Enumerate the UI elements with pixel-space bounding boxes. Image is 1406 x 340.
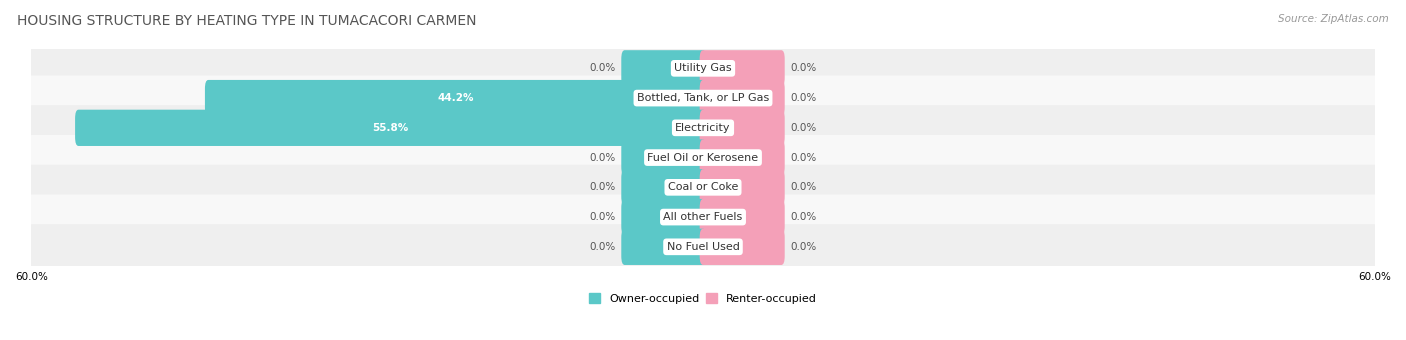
Text: 0.0%: 0.0% xyxy=(589,153,616,163)
Text: Utility Gas: Utility Gas xyxy=(675,63,731,73)
Text: Bottled, Tank, or LP Gas: Bottled, Tank, or LP Gas xyxy=(637,93,769,103)
FancyBboxPatch shape xyxy=(28,165,1378,210)
FancyBboxPatch shape xyxy=(700,199,785,235)
Text: 44.2%: 44.2% xyxy=(437,93,474,103)
Text: 0.0%: 0.0% xyxy=(790,242,817,252)
FancyBboxPatch shape xyxy=(621,229,706,265)
Text: 55.8%: 55.8% xyxy=(373,123,409,133)
Text: 0.0%: 0.0% xyxy=(589,212,616,222)
FancyBboxPatch shape xyxy=(700,110,785,146)
Text: 0.0%: 0.0% xyxy=(790,93,817,103)
FancyBboxPatch shape xyxy=(700,80,785,116)
FancyBboxPatch shape xyxy=(28,75,1378,121)
Text: 0.0%: 0.0% xyxy=(790,182,817,192)
FancyBboxPatch shape xyxy=(75,110,706,146)
Text: 0.0%: 0.0% xyxy=(790,153,817,163)
FancyBboxPatch shape xyxy=(621,169,706,205)
FancyBboxPatch shape xyxy=(205,80,706,116)
FancyBboxPatch shape xyxy=(28,224,1378,269)
Text: Source: ZipAtlas.com: Source: ZipAtlas.com xyxy=(1278,14,1389,23)
FancyBboxPatch shape xyxy=(621,199,706,235)
FancyBboxPatch shape xyxy=(700,50,785,86)
Text: All other Fuels: All other Fuels xyxy=(664,212,742,222)
FancyBboxPatch shape xyxy=(28,46,1378,91)
FancyBboxPatch shape xyxy=(700,169,785,205)
Text: 0.0%: 0.0% xyxy=(589,242,616,252)
Text: Coal or Coke: Coal or Coke xyxy=(668,182,738,192)
FancyBboxPatch shape xyxy=(621,139,706,176)
FancyBboxPatch shape xyxy=(621,50,706,86)
Text: Fuel Oil or Kerosene: Fuel Oil or Kerosene xyxy=(647,153,759,163)
Text: 0.0%: 0.0% xyxy=(790,123,817,133)
Text: 0.0%: 0.0% xyxy=(589,63,616,73)
Text: 0.0%: 0.0% xyxy=(589,182,616,192)
Text: Electricity: Electricity xyxy=(675,123,731,133)
FancyBboxPatch shape xyxy=(28,105,1378,150)
FancyBboxPatch shape xyxy=(28,194,1378,240)
FancyBboxPatch shape xyxy=(700,139,785,176)
Text: 0.0%: 0.0% xyxy=(790,212,817,222)
FancyBboxPatch shape xyxy=(28,135,1378,180)
FancyBboxPatch shape xyxy=(700,229,785,265)
Text: 0.0%: 0.0% xyxy=(790,63,817,73)
Text: HOUSING STRUCTURE BY HEATING TYPE IN TUMACACORI CARMEN: HOUSING STRUCTURE BY HEATING TYPE IN TUM… xyxy=(17,14,477,28)
Text: No Fuel Used: No Fuel Used xyxy=(666,242,740,252)
Legend: Owner-occupied, Renter-occupied: Owner-occupied, Renter-occupied xyxy=(585,289,821,308)
